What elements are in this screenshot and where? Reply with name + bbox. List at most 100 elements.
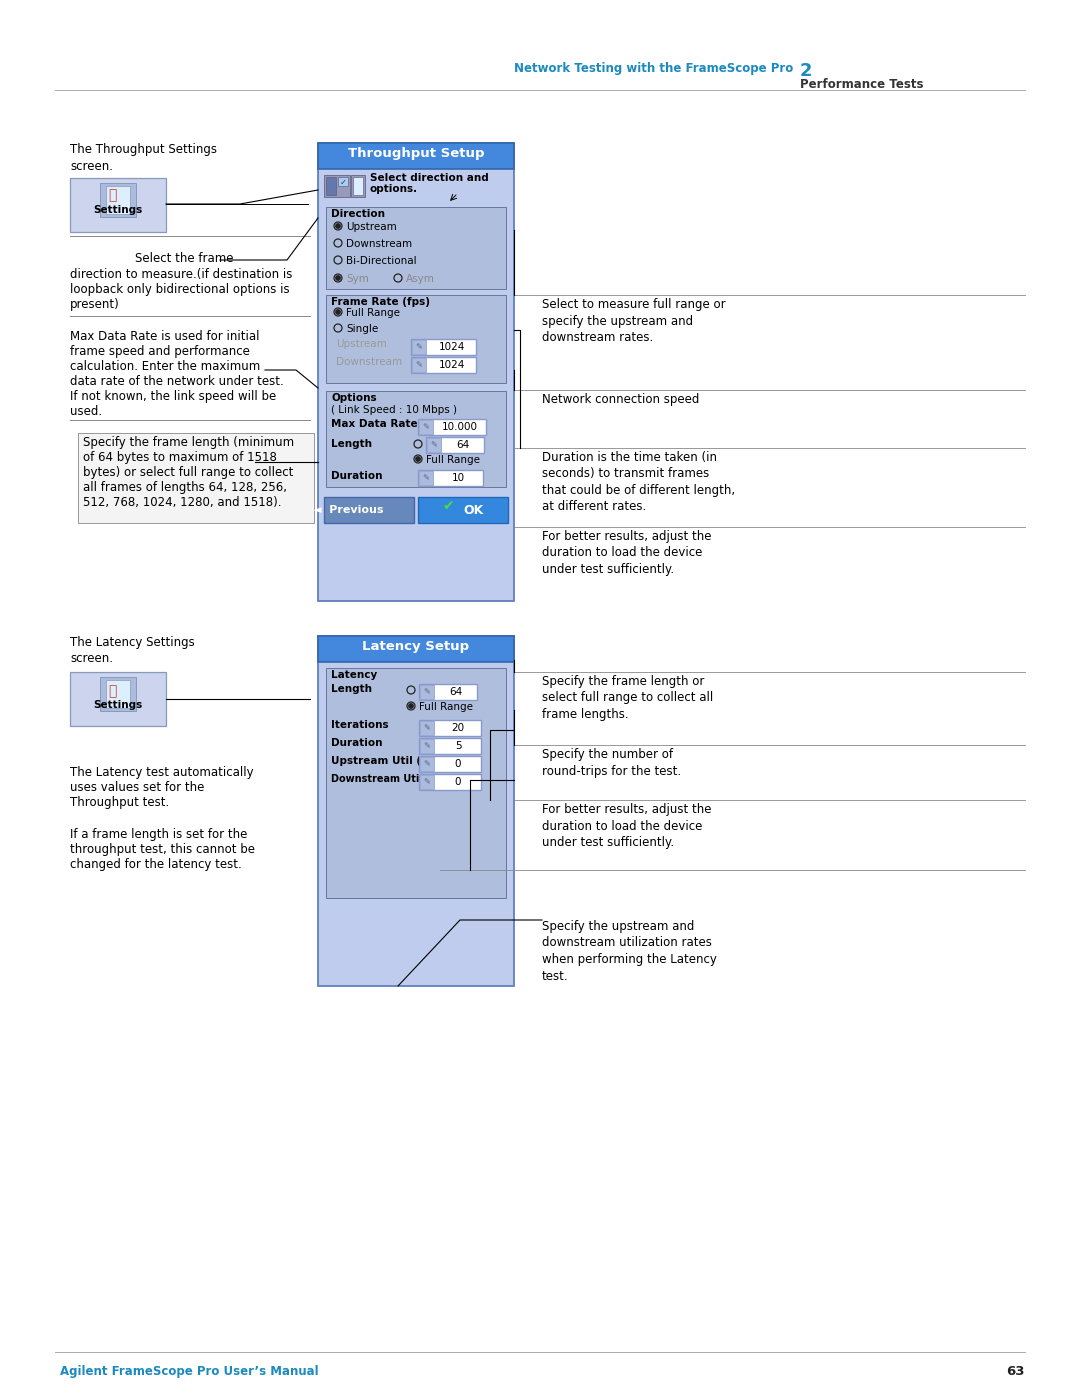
Text: ✎: ✎	[416, 342, 422, 352]
Text: calculation. Enter the maximum: calculation. Enter the maximum	[70, 360, 260, 373]
Bar	[418, 469, 483, 486]
Text: data rate of the network under test.: data rate of the network under test.	[70, 374, 284, 388]
Text: Network Testing with the FrameScope Pro: Network Testing with the FrameScope Pro	[514, 61, 793, 75]
Bar	[420, 775, 434, 789]
Text: 1024: 1024	[438, 360, 464, 370]
Bar	[318, 636, 514, 986]
Text: Upstream: Upstream	[346, 222, 396, 232]
Text: Settings: Settings	[93, 700, 143, 710]
Text: ✎: ✎	[422, 422, 430, 432]
Bar	[419, 420, 433, 434]
Text: Specify the frame length (minimum: Specify the frame length (minimum	[83, 436, 294, 448]
Text: Full Range: Full Range	[419, 703, 473, 712]
Bar	[420, 739, 434, 753]
Text: Duration: Duration	[330, 738, 382, 747]
Text: Downstream: Downstream	[346, 239, 413, 249]
Text: ✎: ✎	[416, 360, 422, 369]
Bar	[326, 177, 336, 196]
Bar	[419, 756, 481, 773]
Text: Full Range: Full Range	[346, 307, 400, 319]
Text: Network connection speed: Network connection speed	[542, 393, 700, 407]
Bar	[318, 142, 514, 601]
Bar	[419, 774, 481, 789]
Text: Throughput Setup: Throughput Setup	[348, 147, 484, 161]
Text: throughput test, this cannot be: throughput test, this cannot be	[70, 842, 255, 856]
Text: Sym: Sym	[346, 274, 369, 284]
Text: Select to measure full range or
specify the upstream and
downstream rates.: Select to measure full range or specify …	[542, 298, 726, 344]
Text: 📝: 📝	[108, 189, 117, 203]
Bar	[427, 439, 441, 453]
Text: Direction: Direction	[330, 210, 384, 219]
Bar	[419, 471, 433, 485]
Bar	[420, 721, 434, 735]
Text: Duration is the time taken (in
seconds) to transmit frames
that could be of diff: Duration is the time taken (in seconds) …	[542, 451, 735, 514]
Bar	[326, 391, 507, 488]
Text: Length: Length	[330, 439, 372, 448]
Text: options.: options.	[370, 184, 418, 194]
Bar	[70, 177, 166, 232]
Text: all frames of lengths 64, 128, 256,: all frames of lengths 64, 128, 256,	[83, 481, 287, 495]
Bar	[100, 678, 136, 711]
Bar	[326, 668, 507, 898]
Text: 10.000: 10.000	[442, 422, 478, 432]
Text: ✎: ✎	[423, 778, 431, 787]
Text: Upstream: Upstream	[336, 339, 387, 349]
Bar	[78, 433, 314, 522]
Bar	[106, 186, 130, 214]
Text: Frame Rate (fps): Frame Rate (fps)	[330, 298, 430, 307]
Text: 20: 20	[451, 724, 464, 733]
Text: Asym: Asym	[406, 274, 435, 284]
Bar	[338, 177, 348, 186]
Bar	[411, 339, 476, 355]
Text: Specify the number of
round-trips for the test.: Specify the number of round-trips for th…	[542, 747, 681, 778]
Text: Iterations: Iterations	[330, 719, 389, 731]
Circle shape	[336, 275, 340, 281]
Text: Agilent FrameScope Pro User’s Manual: Agilent FrameScope Pro User’s Manual	[60, 1365, 319, 1377]
Text: The Throughput Settings
screen.: The Throughput Settings screen.	[70, 142, 217, 172]
Text: ✎: ✎	[423, 760, 431, 768]
Text: Latency: Latency	[330, 671, 377, 680]
Text: If not known, the link speed will be: If not known, the link speed will be	[70, 390, 276, 402]
Bar	[411, 358, 426, 372]
Bar	[419, 738, 481, 754]
Text: Downstream Util (%): Downstream Util (%)	[330, 774, 445, 784]
Circle shape	[409, 704, 414, 708]
Text: 5: 5	[455, 740, 461, 752]
Text: of 64 bytes to maximum of 1518: of 64 bytes to maximum of 1518	[83, 451, 276, 464]
Bar	[326, 207, 507, 289]
Text: Performance Tests: Performance Tests	[800, 78, 923, 91]
Bar	[324, 175, 350, 197]
Text: present): present)	[70, 298, 120, 312]
Bar	[419, 685, 477, 700]
Text: 64: 64	[449, 687, 462, 697]
Bar	[70, 672, 166, 726]
Text: Length: Length	[330, 685, 372, 694]
Text: ✔: ✔	[442, 499, 454, 513]
Circle shape	[336, 310, 340, 314]
Text: Latency Setup: Latency Setup	[363, 640, 470, 652]
Bar	[411, 339, 426, 353]
Text: frame speed and performance: frame speed and performance	[70, 345, 249, 358]
Text: Options: Options	[330, 393, 377, 402]
Text: direction to measure.(if destination is: direction to measure.(if destination is	[70, 268, 293, 281]
Text: The Latency test automatically: The Latency test automatically	[70, 766, 254, 780]
Circle shape	[416, 457, 420, 461]
Text: loopback only bidirectional options is: loopback only bidirectional options is	[70, 284, 289, 296]
Bar	[326, 295, 507, 383]
Bar	[351, 175, 365, 197]
Text: uses values set for the: uses values set for the	[70, 781, 204, 793]
Bar	[419, 719, 481, 736]
Text: ✎: ✎	[423, 687, 431, 697]
Text: For better results, adjust the
duration to load the device
under test sufficient: For better results, adjust the duration …	[542, 529, 712, 576]
Text: If a frame length is set for the: If a frame length is set for the	[70, 828, 247, 841]
Text: 2: 2	[800, 61, 812, 80]
Text: changed for the latency test.: changed for the latency test.	[70, 858, 242, 870]
Text: bytes) or select full range to collect: bytes) or select full range to collect	[83, 467, 294, 479]
Text: Single: Single	[346, 324, 378, 334]
Bar	[426, 437, 484, 453]
Text: Select direction and: Select direction and	[370, 173, 489, 183]
Bar	[418, 497, 508, 522]
Text: OK: OK	[463, 503, 483, 517]
Text: used.: used.	[70, 405, 103, 418]
Text: 1024: 1024	[438, 342, 464, 352]
